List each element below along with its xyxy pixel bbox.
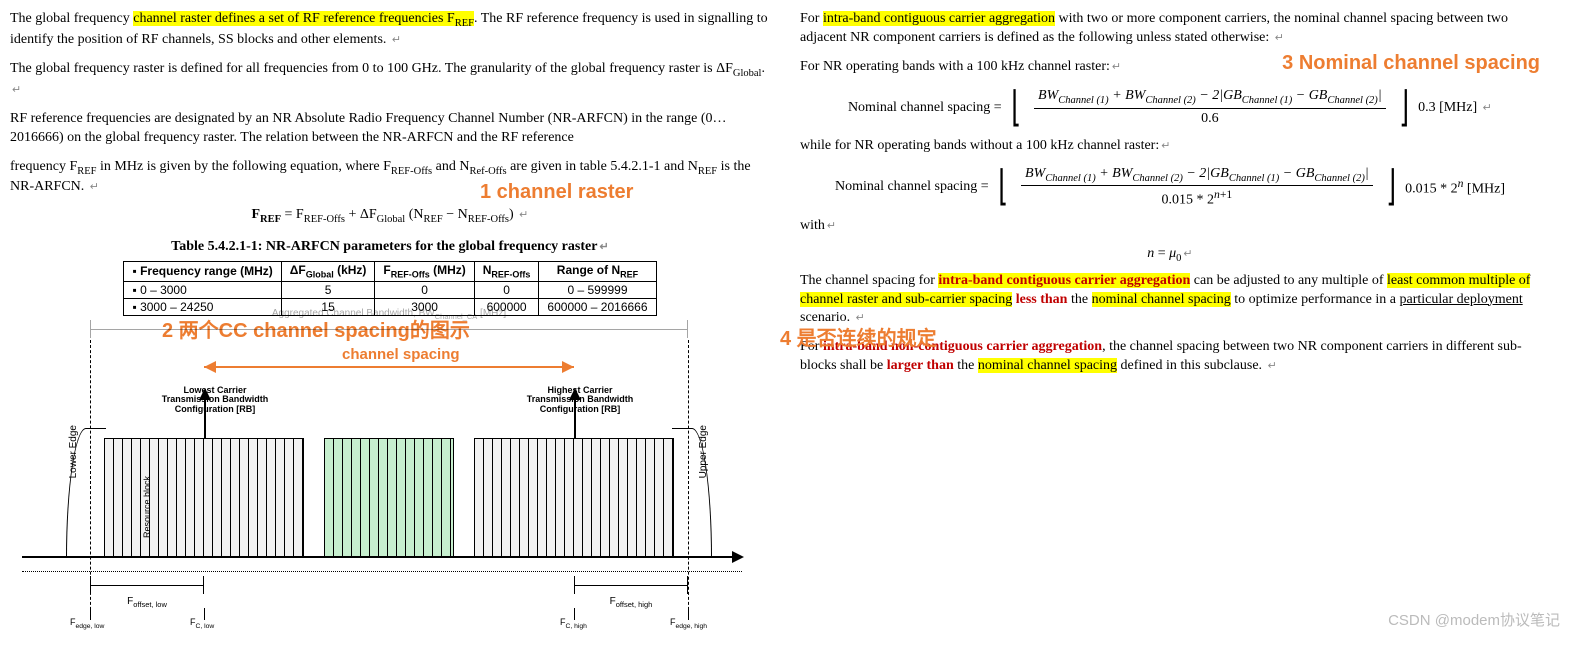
- channel-spacing-diagram: 2 两个CC channel spacing的图示 Aggregated Cha…: [22, 320, 742, 630]
- carrier-block: [474, 438, 674, 558]
- table-header-row: Frequency range (MHz)Frequency range (MH…: [124, 262, 656, 281]
- eq-label: Nominal channel spacing =: [848, 100, 1002, 116]
- eq-num: BWChannel (1) + BWChannel (2) − 2|GBChan…: [1021, 166, 1373, 187]
- nominal-spacing-eq1: Nominal channel spacing = ⌊ BWChannel (1…: [800, 87, 1540, 129]
- right-p1: For intra-band contiguous carrier aggreg…: [800, 10, 1540, 48]
- eq-label: Nominal channel spacing =: [835, 179, 989, 195]
- txt: For: [800, 11, 823, 26]
- right-p5: The channel spacing for intra-band conti…: [800, 272, 1540, 329]
- channel-spacing-arrow: [204, 366, 574, 368]
- highlight: nominal channel spacing: [978, 358, 1117, 373]
- foffset-low-measure: Foffset, lowF_offset, low: [90, 576, 204, 594]
- txt: The channel spacing for: [800, 273, 938, 288]
- th: NREF-OffsN_REF-Offs: [474, 262, 539, 281]
- floor-icon: ⌊: [998, 166, 1008, 208]
- annotation-4: 4 是否连续的规定: [780, 322, 937, 351]
- table-row: 0 – 3000 5 0 0 0 – 599999: [124, 281, 656, 298]
- left-p1: The global frequency channel raster defi…: [10, 10, 770, 50]
- eq-den: 0.015 * 2n+10.015 * 2^(n+1): [1021, 186, 1373, 209]
- tick: [688, 608, 689, 620]
- annotation-1: 1 channel raster: [480, 181, 633, 204]
- carrier-block: [324, 438, 454, 558]
- eq-den: 0.6: [1034, 109, 1386, 127]
- td: 0: [474, 281, 539, 298]
- nominal-spacing-eq2: Nominal channel spacing = ⌊ BWChannel (1…: [800, 166, 1540, 209]
- td: 0 – 3000: [124, 281, 281, 298]
- td: 0: [375, 281, 474, 298]
- eq-num: BWChannel (1) + BWChannel (2) − 2|GBChan…: [1034, 88, 1386, 109]
- left-column: The global frequency channel raster defi…: [10, 6, 770, 630]
- floor-icon: ⌊: [1011, 87, 1021, 129]
- resource-block-label: Resource block: [142, 476, 152, 538]
- eq-n: n = μ0n = μ₀: [800, 246, 1540, 264]
- txt: The global frequency: [10, 11, 133, 26]
- cfg-low-label: Lowest CarrierTransmission BandwidthConf…: [140, 386, 290, 416]
- red-text: larger than: [887, 358, 954, 373]
- freq-axis: [22, 556, 742, 558]
- txt: defined in this subclause.: [1117, 358, 1262, 373]
- th: FREF-Offs (MHz)F_REF-Offs (MHz): [375, 262, 474, 281]
- txt: the: [954, 358, 978, 373]
- left-p4: frequency FREF in MHz is given by the fo…: [10, 158, 770, 198]
- foffset-high-measure: Foffset, highF_offset, high: [574, 576, 688, 594]
- th: Range of NREFRange of N_REF: [539, 262, 656, 281]
- red-text: less than: [1012, 292, 1067, 307]
- highlight-red: intra-band contiguous carrier aggregatio…: [938, 273, 1190, 288]
- right-p3: while for NR operating bands without a 1…: [800, 137, 1540, 156]
- table-caption: Table 5.4.2.1-1: NR-ARFCN parameters for…: [10, 239, 770, 255]
- tick: [574, 608, 575, 620]
- highlight: channel raster defines a set of RF refer…: [133, 11, 474, 26]
- annotation-3: 3 Nominal channel spacing: [1282, 52, 1540, 75]
- txt: the: [1067, 292, 1091, 307]
- floor-icon: ⌋: [1399, 87, 1409, 129]
- tick: [90, 608, 91, 620]
- f-edge-low-label: Fedge, lowF_edge, low: [70, 617, 104, 630]
- channel-spacing-label: channel spacing: [342, 346, 460, 363]
- right-column: For intra-band contiguous carrier aggreg…: [800, 6, 1540, 630]
- left-p3: RF reference frequencies are designated …: [10, 110, 770, 148]
- f-c-low-label: FC, lowF_C, low: [190, 617, 214, 630]
- highlight: nominal channel spacing: [1092, 292, 1231, 307]
- with-label: with: [800, 217, 1540, 236]
- foffset-low-label: Foffset, lowF_offset, low: [91, 596, 203, 609]
- watermark: CSDN @modem协议笔记: [1388, 609, 1560, 630]
- td: 0 – 599999: [539, 281, 656, 298]
- floor-icon: ⌋: [1386, 166, 1396, 208]
- tick: [204, 608, 205, 620]
- th: Frequency range (MHz)Frequency range (MH…: [124, 262, 281, 281]
- carrier-block: [104, 438, 304, 558]
- eq-tail: 0.3 [MHz]: [1418, 100, 1477, 116]
- agg-bw-measure: Aggregated Channel Bandwidth, BWChannel_…: [90, 320, 688, 338]
- td: 5: [281, 281, 375, 298]
- foffset-high-label: Foffset, highF_offset, high: [575, 596, 687, 609]
- agg-bw-label: Aggregated Channel Bandwidth, BWChannel_…: [91, 308, 687, 321]
- fref-equation: FREF = FREF-Offs + ΔFGlobal (NREF − NREF…: [10, 207, 770, 225]
- baseline-dots: [22, 571, 742, 572]
- th: ΔFGlobal (kHz)ΔF_Global (kHz): [281, 262, 375, 281]
- txt: can be adjusted to any multiple of: [1190, 273, 1387, 288]
- cfg-high-label: Highest CarrierTransmission BandwidthCon…: [500, 386, 660, 416]
- left-p2: The global frequency raster is defined f…: [10, 60, 770, 100]
- highlight: intra-band contiguous carrier aggregatio…: [823, 11, 1055, 26]
- eq-tail: 0.015 * 2n [MHz]0.015 * 2^n [MHz]: [1405, 177, 1505, 198]
